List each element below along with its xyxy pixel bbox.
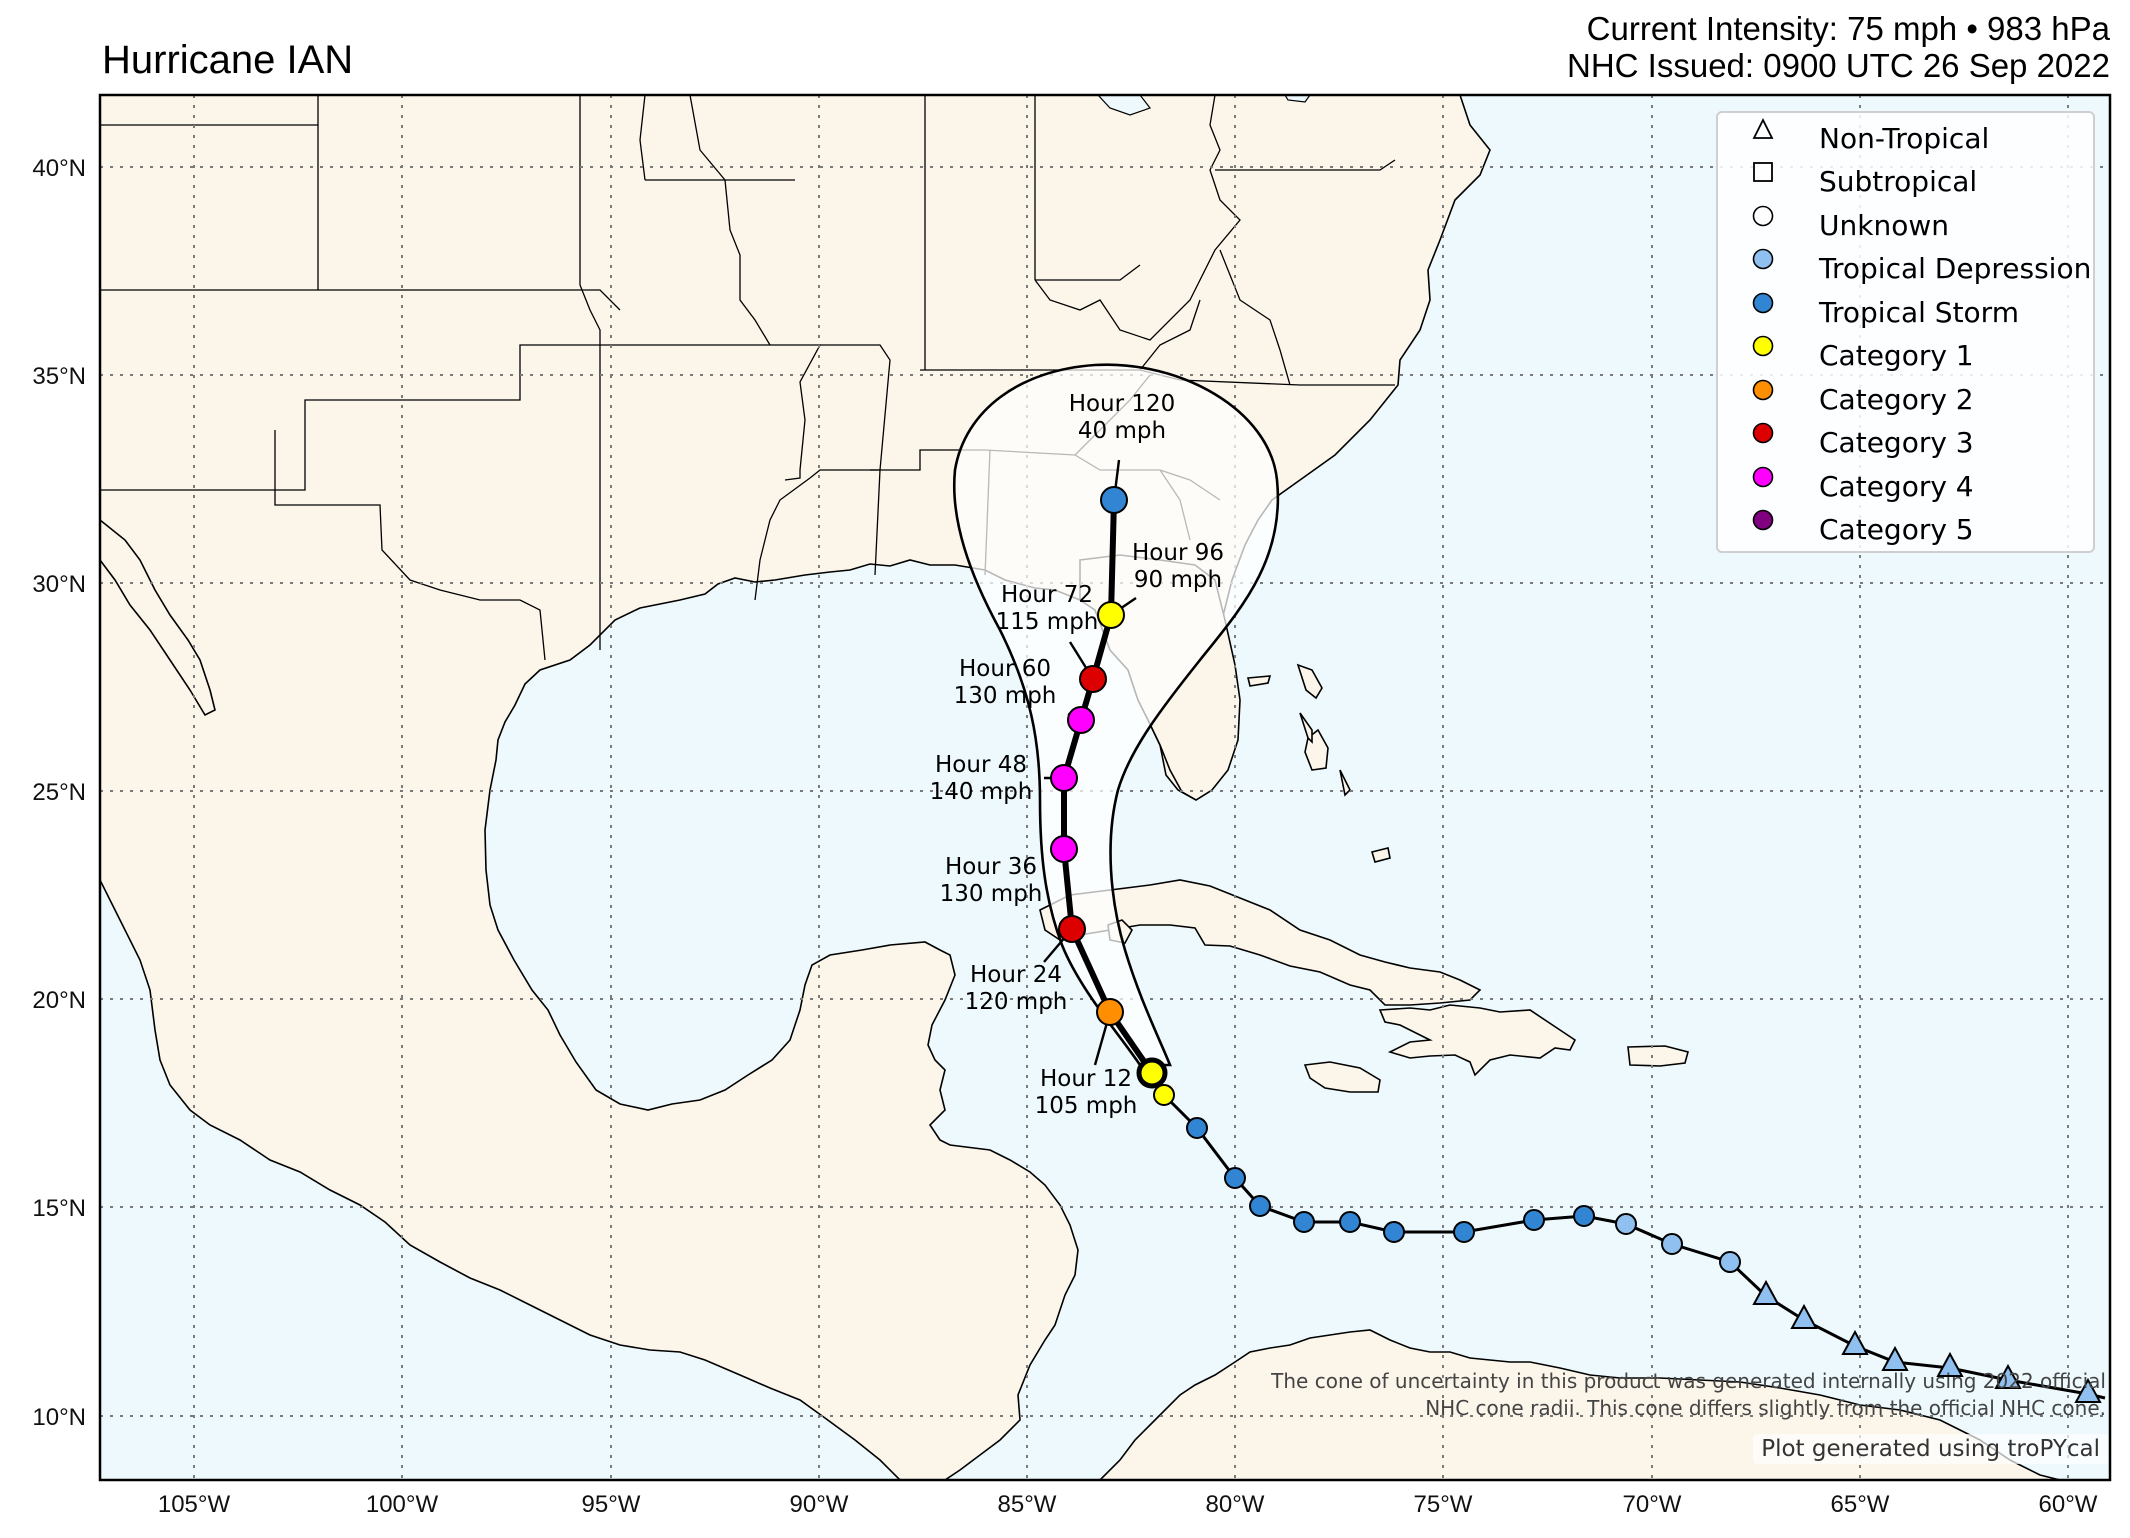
label-wind-72: 115 mph xyxy=(996,609,1099,635)
label-hour-120: Hour 120 xyxy=(1069,391,1176,417)
circle-icon xyxy=(1752,466,1774,488)
svg-text:60°W: 60°W xyxy=(2039,1491,2098,1518)
inagua xyxy=(1370,847,1391,863)
longitude-labels: 105°W 100°W 95°W 90°W 85°W 80°W 75°W 70°… xyxy=(158,1491,2098,1518)
triangle-icon xyxy=(1994,1363,2022,1389)
legend: Non-Tropical Subtropical Unknown Tropica… xyxy=(1716,111,2095,553)
forecast-markers xyxy=(1050,486,1128,1026)
svg-text:70°W: 70°W xyxy=(1623,1491,1682,1518)
label-wind-48: 140 mph xyxy=(930,779,1033,805)
hispaniola xyxy=(1378,1004,1577,1077)
bahamas-long xyxy=(1339,769,1351,797)
jamaica xyxy=(1303,1061,1381,1093)
cone-of-uncertainty xyxy=(953,363,1280,1067)
circle-icon xyxy=(1752,422,1774,444)
label-hour-36: Hour 36 xyxy=(945,854,1037,880)
current-position-marker xyxy=(1136,1057,1168,1089)
circle-icon xyxy=(1752,248,1774,270)
label-hour-12: Hour 12 xyxy=(1040,1066,1132,1092)
past-nontropical-markers xyxy=(1752,1279,2102,1403)
label-hour-48: Hour 48 xyxy=(935,752,1027,778)
map-frame xyxy=(98,93,2112,1482)
svg-text:15°N: 15°N xyxy=(32,1195,86,1222)
svg-text:95°W: 95°W xyxy=(582,1491,641,1518)
cone-disclaimer: The cone of uncertainty in this product … xyxy=(1271,1369,2106,1420)
svg-text:90°W: 90°W xyxy=(790,1491,849,1518)
current-intensity: Current Intensity: 75 mph • 983 hPa xyxy=(1586,10,2110,47)
svg-text:80°W: 80°W xyxy=(1206,1491,1265,1518)
svg-text:75°W: 75°W xyxy=(1414,1491,1473,1518)
svg-text:30°N: 30°N xyxy=(32,571,86,598)
great-lakes xyxy=(1097,95,1311,116)
triangle-icon xyxy=(1790,1303,1818,1329)
label-hour-24: Hour 24 xyxy=(970,962,1062,988)
svg-text:20°N: 20°N xyxy=(32,987,86,1014)
svg-text:65°W: 65°W xyxy=(1831,1491,1890,1518)
svg-text:40°N: 40°N xyxy=(32,155,86,182)
label-wind-12: 105 mph xyxy=(1035,1093,1138,1119)
bahamas-grand xyxy=(1246,675,1272,687)
latitude-labels: 40°N 35°N 30°N 25°N 20°N 15°N 10°N xyxy=(32,155,86,1431)
bahamas-abaco xyxy=(1296,663,1323,700)
triangle-icon xyxy=(2074,1377,2102,1403)
circle-icon xyxy=(1752,379,1774,401)
square-outline-icon xyxy=(1753,162,1773,182)
svg-text:85°W: 85°W xyxy=(998,1491,1057,1518)
triangle-outline-icon xyxy=(1752,118,1774,139)
plot-credit: Plot generated using troPYcal xyxy=(1753,1434,2108,1464)
triangle-icon xyxy=(1752,1279,1780,1305)
puerto-rico xyxy=(1627,1045,1689,1067)
label-wind-60: 130 mph xyxy=(954,683,1057,709)
cuba xyxy=(1039,879,1482,1006)
circle-icon xyxy=(1752,335,1774,357)
svg-text:35°N: 35°N xyxy=(32,363,86,390)
label-hour-60: Hour 60 xyxy=(959,656,1051,682)
circle-outline-icon xyxy=(1752,205,1774,227)
triangle-icon xyxy=(1936,1351,1964,1377)
baja-california xyxy=(100,518,216,717)
svg-text:10°N: 10°N xyxy=(32,1404,86,1431)
label-wind-120: 40 mph xyxy=(1078,418,1166,444)
svg-text:105°W: 105°W xyxy=(158,1491,231,1518)
chart-title: Hurricane IAN xyxy=(102,38,354,82)
label-hour-96: Hour 96 xyxy=(1132,540,1224,566)
past-circle-markers xyxy=(1153,1084,1741,1273)
label-hour-72: Hour 72 xyxy=(1001,582,1093,608)
triangle-icon xyxy=(1881,1345,1909,1371)
chart-subtitle: Current Intensity: 75 mph • 983 hPa NHC … xyxy=(1567,10,2110,84)
nhc-issued-time: NHC Issued: 0900 UTC 26 Sep 2022 xyxy=(1567,47,2110,84)
triangle-icon xyxy=(1841,1329,1869,1355)
forecast-labels: Hour 120 40 mph Hour 96 90 mph Hour 72 1… xyxy=(930,391,1224,1119)
circle-icon xyxy=(1752,509,1774,531)
bahamas-eleuthera xyxy=(1299,712,1313,744)
label-wind-96: 90 mph xyxy=(1134,567,1222,593)
label-wind-36: 130 mph xyxy=(940,881,1043,907)
svg-text:100°W: 100°W xyxy=(366,1491,439,1518)
circle-icon xyxy=(1752,292,1774,314)
svg-text:25°N: 25°N xyxy=(32,779,86,806)
label-wind-24: 120 mph xyxy=(965,989,1068,1015)
